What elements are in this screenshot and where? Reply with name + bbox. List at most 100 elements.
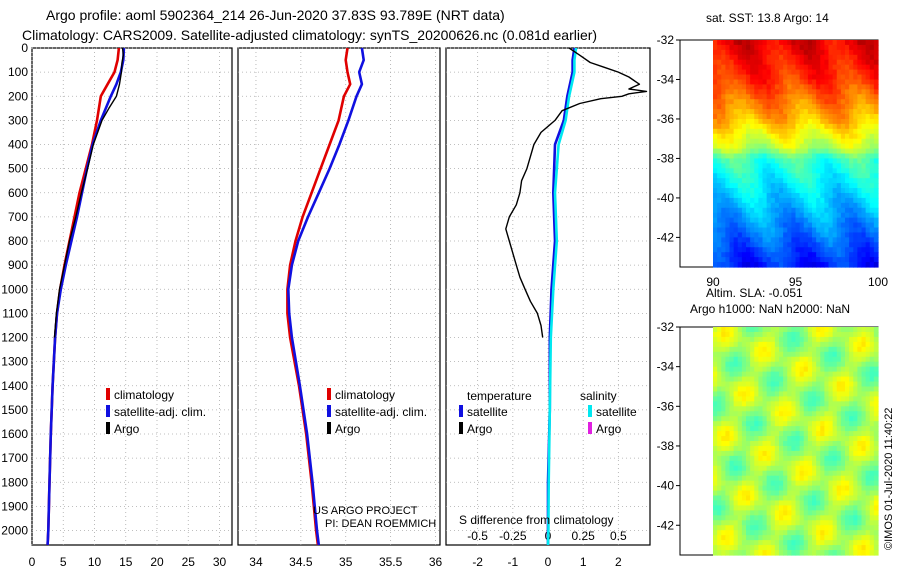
heatmap-cell xyxy=(783,445,788,452)
heatmap-cell xyxy=(824,530,830,536)
heatmap-cell xyxy=(746,109,751,115)
heatmap-cell xyxy=(799,485,805,492)
heatmap-cell xyxy=(795,74,801,81)
heatmap-cell xyxy=(725,441,731,447)
heatmap-cell xyxy=(836,346,842,353)
series-layer xyxy=(46,47,648,546)
heatmap-cell xyxy=(845,535,850,541)
heatmap-cell xyxy=(770,217,776,224)
heatmap-cell xyxy=(762,202,768,209)
heatmap-cell xyxy=(828,59,834,66)
heatmap-cell xyxy=(721,346,726,353)
heatmap-cell xyxy=(725,351,731,358)
heatmap-cell xyxy=(795,515,801,521)
heatmap-cell xyxy=(737,94,743,100)
heatmap-cell xyxy=(807,495,813,502)
heatmap-cell xyxy=(787,104,792,110)
heatmap-cell xyxy=(849,540,854,546)
heatmap-cell xyxy=(820,242,825,248)
heatmap-cell xyxy=(787,515,792,521)
heatmap-cell xyxy=(828,237,834,243)
heatmap-cell xyxy=(791,188,797,194)
heatmap-cell xyxy=(787,74,792,81)
heatmap-cell xyxy=(828,158,834,164)
heatmap-cell xyxy=(729,361,735,368)
heatmap-cell xyxy=(737,79,743,86)
heatmap-cell xyxy=(741,197,747,204)
heatmap-cell xyxy=(766,178,772,184)
map-y-tick-label: -32 xyxy=(657,320,675,334)
heatmap-cell xyxy=(741,510,747,516)
heatmap-cell xyxy=(791,510,797,516)
heatmap-cell xyxy=(779,118,784,125)
heatmap-cell xyxy=(824,505,830,511)
heatmap-cell xyxy=(717,40,722,46)
heatmap-cell xyxy=(713,401,718,407)
heatmap-cell xyxy=(840,217,846,224)
heatmap-cell xyxy=(741,79,747,86)
heatmap-cell xyxy=(783,163,788,169)
heatmap-cell xyxy=(729,40,735,46)
heatmap-cell xyxy=(737,441,743,447)
heatmap-cell xyxy=(729,406,735,412)
heatmap-cell xyxy=(807,505,813,511)
heatmap-cell xyxy=(750,391,755,397)
heatmap-cell xyxy=(783,480,788,487)
heatmap-cell xyxy=(828,232,834,238)
heatmap-cell xyxy=(873,445,879,452)
heatmap-cell xyxy=(779,336,784,343)
heatmap-cell xyxy=(787,143,792,150)
heatmap-cell xyxy=(873,40,879,46)
heatmap-cell xyxy=(783,138,788,145)
heatmap-cell xyxy=(820,217,825,224)
heatmap-cell xyxy=(774,197,780,204)
heatmap-cell xyxy=(865,202,871,209)
heatmap-cell xyxy=(774,242,780,248)
heatmap-cell xyxy=(766,346,772,353)
heatmap-cell xyxy=(845,69,850,76)
heatmap-cell xyxy=(783,207,788,214)
heatmap-cell xyxy=(774,64,780,71)
heatmap-cell xyxy=(836,450,842,457)
heatmap-cell xyxy=(865,455,871,462)
heatmap-cell xyxy=(754,361,759,368)
heatmap-cell xyxy=(791,84,797,90)
heatmap-cell xyxy=(820,346,825,353)
heatmap-cell xyxy=(832,197,838,204)
heatmap-cell xyxy=(832,173,838,179)
heatmap-cell xyxy=(774,426,780,432)
heatmap-cell xyxy=(820,212,825,219)
heatmap-cell xyxy=(733,376,739,383)
heatmap-cell xyxy=(845,510,850,516)
heatmap-cell xyxy=(774,470,780,477)
heatmap-cell xyxy=(774,510,780,516)
heatmap-cell xyxy=(774,356,780,363)
heatmap-cell xyxy=(770,109,776,115)
heatmap-cell xyxy=(774,222,780,229)
heatmap-cell xyxy=(770,178,776,184)
heatmap-cell xyxy=(795,89,801,95)
heatmap-cell xyxy=(733,411,739,417)
heatmap-cell xyxy=(824,49,830,56)
heatmap-cell xyxy=(849,69,854,76)
heatmap-cell xyxy=(783,515,788,521)
heatmap-cell xyxy=(795,44,801,51)
heatmap-cell xyxy=(873,530,879,536)
heatmap-cell xyxy=(799,153,805,160)
heatmap-cell xyxy=(721,59,726,66)
heatmap-cell xyxy=(857,510,863,516)
heatmap-cell xyxy=(869,441,875,447)
heatmap-cell xyxy=(746,242,751,248)
heatmap-cell xyxy=(828,168,834,174)
heatmap-cell xyxy=(779,109,784,115)
heatmap-cell xyxy=(779,406,784,412)
heatmap-cell xyxy=(758,465,764,472)
heatmap-cell xyxy=(787,530,792,536)
heatmap-cell xyxy=(795,188,801,194)
heatmap-cell xyxy=(836,54,842,61)
heatmap-cell xyxy=(873,49,879,56)
heatmap-cell xyxy=(721,520,726,526)
heatmap-cell xyxy=(807,173,813,179)
heatmap-cell xyxy=(820,252,825,258)
heatmap-cell xyxy=(845,163,850,169)
